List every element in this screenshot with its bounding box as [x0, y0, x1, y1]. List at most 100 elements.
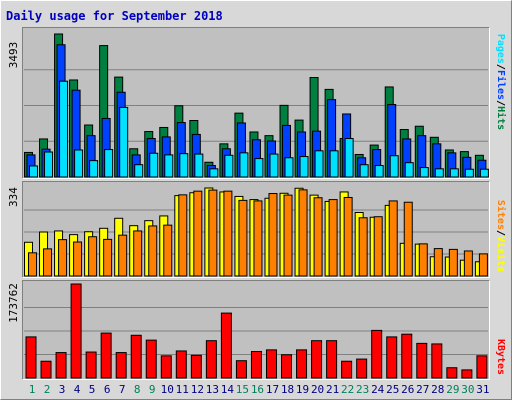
pages-bar [149, 152, 159, 178]
sites-bar [148, 225, 158, 277]
sites-bar [178, 194, 188, 277]
sites-bar [463, 250, 473, 277]
pages-bar [59, 80, 69, 178]
legend-hits: Hits [495, 106, 507, 130]
sites-bar [388, 200, 398, 277]
day-label: 22 [341, 383, 354, 396]
day-label: 9 [149, 383, 156, 396]
pages-bar [269, 153, 279, 178]
kbytes-bar [446, 367, 458, 379]
sites-bar [358, 217, 368, 277]
day-label: 5 [89, 383, 96, 396]
sites-bar [418, 243, 428, 277]
sites-bar [283, 194, 293, 277]
pages-bar [74, 149, 84, 178]
kbytes-bar [85, 351, 97, 379]
legend-panel-2: Sites/Visits [495, 200, 507, 272]
kbytes-bar [356, 358, 368, 379]
day-label: 1 [29, 383, 36, 396]
kbytes-bar [235, 360, 247, 379]
kbytes-bar [220, 312, 232, 379]
sites-bar [328, 199, 338, 277]
chart-title: Daily usage for September 2018 [6, 9, 223, 23]
kbytes-bar [265, 349, 277, 379]
pages-bar [89, 160, 99, 178]
kbytes-bar [205, 340, 217, 379]
pages-bar [224, 154, 234, 178]
sites-bar [313, 197, 323, 277]
day-label: 15 [236, 383, 249, 396]
pages-bar [389, 155, 399, 178]
pages-bar [299, 156, 309, 178]
pages-bar [29, 165, 38, 178]
kbytes-bar [190, 354, 202, 379]
legend-panel-3: KBytes [495, 339, 506, 375]
sites-bar [298, 189, 308, 277]
day-label: 4 [74, 383, 81, 396]
sites-bar [433, 248, 443, 277]
sites-bar [103, 238, 113, 277]
sites-bar [73, 241, 83, 277]
kbytes-bar [341, 360, 353, 379]
pages-bar [104, 149, 114, 178]
kbytes-bar [25, 336, 37, 379]
kbytes-bar [281, 354, 293, 379]
y-max-label: 173762 [7, 283, 20, 323]
day-label: 16 [251, 383, 264, 396]
kbytes-bar [416, 342, 428, 379]
kbytes-bar [386, 336, 398, 379]
legend-separator: / [495, 64, 506, 70]
pages-bar [179, 153, 189, 178]
sites-bar [193, 190, 203, 277]
kbytes-bar [160, 355, 172, 379]
pages-bar [404, 162, 414, 178]
sites-bar [448, 248, 458, 277]
kbytes-bar [130, 334, 142, 379]
day-label: 19 [296, 383, 309, 396]
pages-bar [209, 168, 219, 178]
sites-bar [403, 201, 413, 277]
legend-separator: / [495, 230, 506, 236]
sites-bar [28, 252, 37, 277]
panel-bevel-light [22, 280, 490, 380]
y-max-label: 334 [7, 187, 20, 207]
day-label: 24 [371, 383, 385, 396]
kbytes-bar [401, 333, 413, 379]
legend-kbytes: KBytes [495, 339, 506, 375]
day-label: 7 [119, 383, 126, 396]
panel-bevel-dark [22, 280, 490, 380]
pages-bar [374, 165, 384, 178]
sites-bar [238, 199, 248, 277]
panel-bevel-dark [22, 27, 490, 179]
kbytes-bar [296, 349, 308, 379]
legend-pages: Pages [495, 34, 506, 64]
legend-sites: Sites [495, 200, 507, 230]
kbytes-bar [476, 355, 488, 379]
legend-panel-1: Pages/Files/Hits [495, 34, 507, 130]
kbytes-bar [145, 339, 157, 379]
sites-bar [208, 189, 218, 277]
day-label: 12 [191, 383, 204, 396]
day-label: 20 [311, 383, 324, 396]
y-max-label: 3493 [7, 42, 20, 69]
pages-bar [314, 150, 324, 178]
kbytes-bar [431, 343, 443, 379]
kbytes-bar [250, 350, 262, 379]
pages-bar [434, 168, 444, 178]
pages-bar [449, 168, 459, 178]
sites-bar [478, 253, 488, 277]
sites-bar [88, 236, 98, 277]
day-label: 21 [326, 383, 339, 396]
legend-separator: / [495, 100, 506, 106]
pages-bar [464, 168, 474, 178]
day-label: 6 [104, 383, 111, 396]
panel-bevel-light [22, 181, 490, 278]
sites-bar [43, 248, 53, 277]
panel-bevel-light [22, 27, 490, 179]
day-label: 29 [446, 383, 459, 396]
day-label: 8 [134, 383, 141, 396]
panel-bevel-dark [22, 181, 490, 278]
pages-bar [44, 151, 54, 178]
kbytes-bar [461, 369, 473, 379]
